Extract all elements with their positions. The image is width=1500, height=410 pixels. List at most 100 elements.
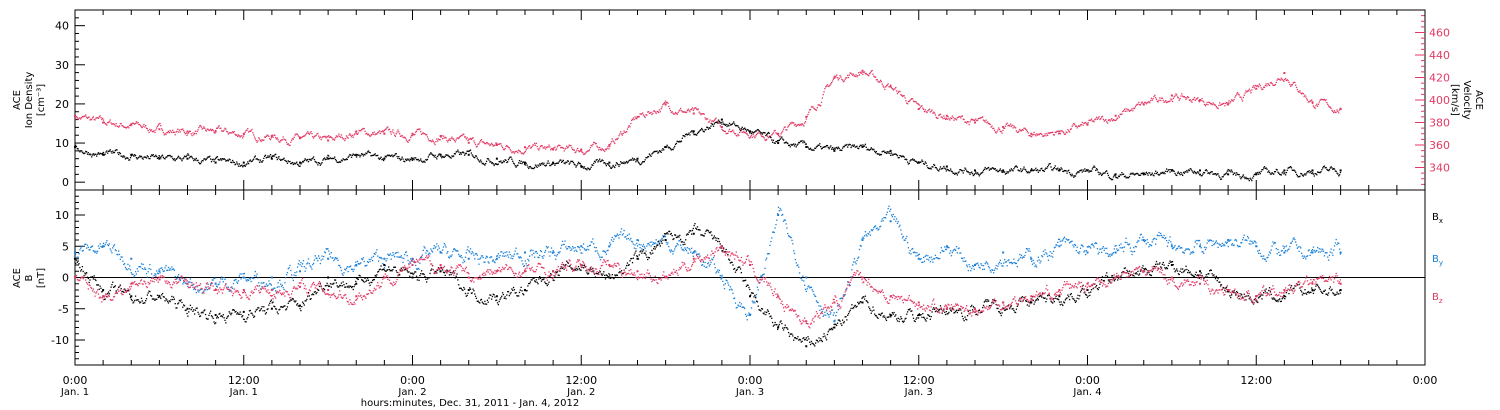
by-dot [1338,248,1341,250]
velocity-dot [687,108,689,110]
by-dot [1031,263,1034,265]
density-dot [478,160,480,162]
velocity-dot [1001,132,1003,134]
density-dot [648,153,651,155]
density-dot [972,174,975,177]
velocity-dot [789,122,791,124]
velocity-dot [970,119,972,121]
density-dot [465,152,467,154]
density-dot [938,170,940,172]
bx-dot [172,296,175,298]
bx-dot [137,298,139,301]
by-dot [150,273,153,275]
density-dot [1155,170,1157,172]
by-dot [719,275,721,277]
density-dot [982,171,984,173]
density-dot [432,154,435,157]
density-dot [1233,172,1235,174]
by-dot [244,277,246,279]
by-dot [352,270,354,272]
bx-dot [219,312,221,315]
by-dot [642,245,644,247]
by-dot [952,250,954,252]
velocity-dot [620,133,623,135]
density-dot [614,166,616,169]
velocity-dot [428,140,430,142]
velocity-dot [451,136,453,138]
by-dot [770,240,772,243]
density-dot [657,152,659,154]
by-dot [201,292,203,294]
by-dot [1296,247,1299,249]
density-dot [172,157,174,160]
density-dot [548,162,550,164]
density-point [552,161,555,164]
by-dot [584,249,586,251]
velocity-dot [406,140,408,143]
by-dot [1299,246,1301,248]
density-dot [1280,174,1283,176]
velocity-dot [975,118,977,120]
density-dot [649,154,651,156]
bx-dot [183,304,185,306]
by-dot [1047,259,1050,261]
density-dot [529,166,532,168]
velocity-dot [1017,131,1019,133]
density-dot [1063,170,1065,173]
velocity-dot [335,135,338,137]
by-dot [266,285,268,287]
by-dot [780,209,782,211]
density-dot [267,155,269,157]
by-dot [120,256,122,258]
by-dot [1221,242,1223,245]
velocity-point [1170,94,1173,97]
density-dot [351,154,354,157]
density-dot [668,147,670,149]
density-dot [1090,170,1092,173]
density-dot [1064,169,1067,172]
density-dot [1030,168,1033,170]
density-dot [1219,178,1222,180]
density-dot [793,143,795,145]
bx-dot [96,284,99,286]
by-dot [840,297,842,299]
velocity-dot [1151,99,1153,101]
velocity-dot [387,126,389,128]
by-point [861,239,864,241]
velocity-dot [1214,104,1217,106]
density-dot [922,160,924,163]
velocity-dot [655,112,657,115]
velocity-dot [773,130,775,132]
density-dot [577,161,580,164]
by-dot [452,250,454,253]
by-dot [997,265,999,267]
density-dot [210,161,213,163]
velocity-dot [562,147,564,149]
velocity-dot [839,74,841,77]
density-dot [875,150,878,153]
velocity-dot [671,111,673,113]
by-dot [913,251,915,253]
density-dot [1108,176,1110,179]
velocity-dot [561,146,563,149]
velocity-dot [584,153,586,155]
density-dot [670,149,672,151]
density-dot [862,144,864,146]
velocity-dot [178,129,181,131]
by-dot [928,256,931,259]
density-dot [386,155,388,157]
by-dot [1144,240,1146,243]
velocity-dot [1160,99,1162,102]
density-dot [1155,172,1158,175]
by-dot [567,245,570,248]
by-dot [691,252,694,254]
by-dot [261,286,263,288]
velocity-dot [1184,96,1186,99]
by-dot [317,260,319,262]
density-dot [221,158,224,160]
density-dot [307,158,309,161]
velocity-dot [728,130,730,132]
by-dot [798,272,801,274]
velocity-dot [492,145,494,147]
by-dot [1277,248,1279,251]
